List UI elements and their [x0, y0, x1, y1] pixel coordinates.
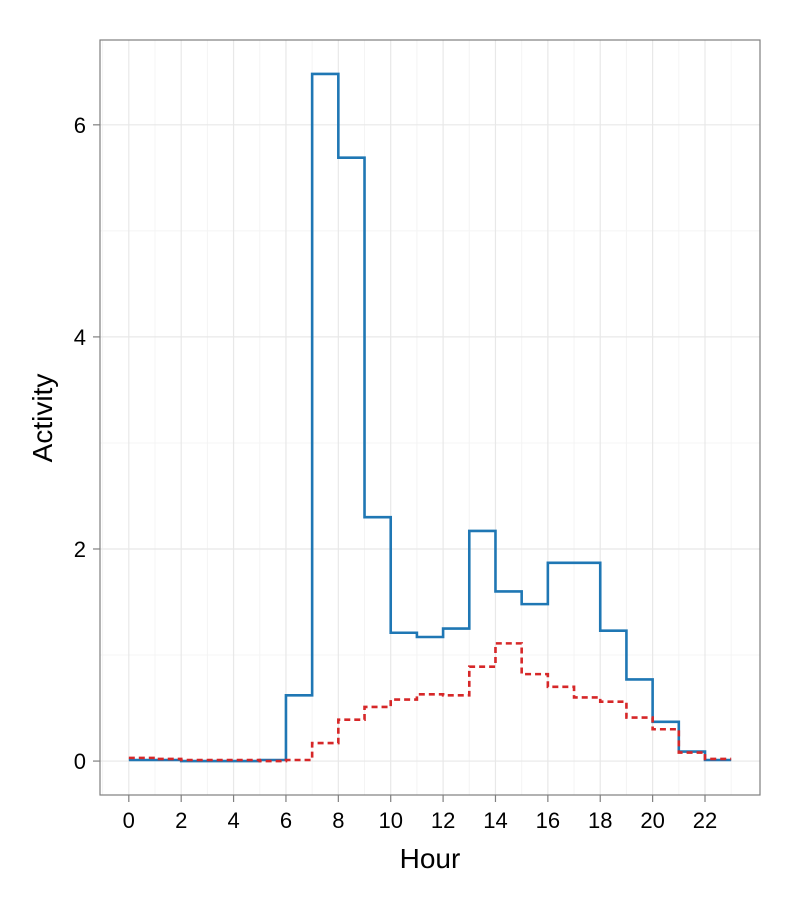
y-axis-title: Activity [27, 374, 58, 463]
x-tick-label: 16 [536, 808, 560, 833]
x-tick-label: 22 [693, 808, 717, 833]
x-tick-label: 10 [378, 808, 402, 833]
x-axis-title: Hour [400, 843, 461, 874]
x-axis: 0 2 4 6 8 10 12 14 16 18 20 22 [123, 795, 717, 833]
x-tick-label: 14 [483, 808, 507, 833]
series-line-2 [128, 642, 732, 763]
x-tick-label: 18 [588, 808, 612, 833]
y-tick-label: 4 [74, 325, 86, 350]
plot-panel-border [99, 39, 761, 796]
x-tick-label: 6 [280, 808, 292, 833]
x-tick-label: 0 [123, 808, 135, 833]
x-tick-label: 20 [640, 808, 664, 833]
plot-background [100, 40, 760, 795]
x-tick-label: 12 [431, 808, 455, 833]
x-tick-label: 2 [175, 808, 187, 833]
y-axis: 0 2 4 6 [74, 113, 100, 774]
y-tick-label: 0 [74, 749, 86, 774]
series-layer [128, 72, 732, 763]
y-tick-label: 2 [74, 537, 86, 562]
x-tick-label: 8 [332, 808, 344, 833]
y-tick-label: 6 [74, 113, 86, 138]
major-grid [100, 40, 760, 795]
x-tick-label: 4 [227, 808, 239, 833]
